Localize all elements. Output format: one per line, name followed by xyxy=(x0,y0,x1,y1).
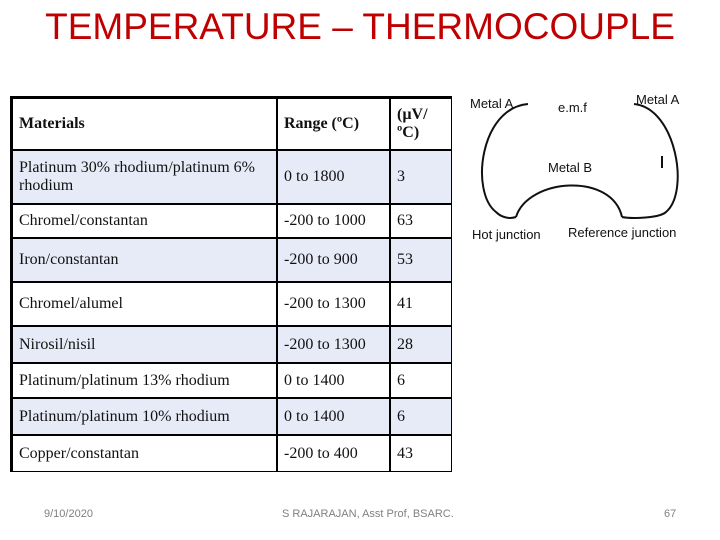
table-row: Platinum/platinum 10% rhodium 0 to 1400 … xyxy=(13,399,451,436)
cell-range: -200 to 400 xyxy=(278,436,391,471)
cell-material: Nirosil/nisil xyxy=(13,327,278,364)
table-row: Nirosil/nisil -200 to 1300 28 xyxy=(13,327,451,364)
cell-sensitivity: 43 xyxy=(397,444,413,462)
cell-sensitivity: 41 xyxy=(391,283,451,327)
metal-b-wire xyxy=(515,184,623,218)
cell-range: -200 to 1000 xyxy=(278,205,391,239)
label-metal-b: Metal B xyxy=(548,160,592,175)
header-range: Range (ºC) xyxy=(278,99,391,151)
table-row: Platinum 30% rhodium/platinum 6% rhodium… xyxy=(13,151,451,205)
table-row: Copper/constantan -200 to 400 43 xyxy=(13,436,451,471)
table-row: Platinum/platinum 13% rhodium 0 to 1400 … xyxy=(13,364,451,399)
footer-author: S RAJARAJAN, Asst Prof, BSARC. xyxy=(282,508,454,520)
cell-material: Copper/constantan xyxy=(13,436,278,471)
label-reference-junction: Reference junction xyxy=(568,225,676,240)
cell-range: 0 to 1800 xyxy=(278,151,391,205)
cell-sensitivity: 53 xyxy=(391,239,451,283)
table-row: Chromel/constantan -200 to 1000 63 xyxy=(13,205,451,239)
table-row: Iron/constantan -200 to 900 53 xyxy=(13,239,451,283)
cell-sensitivity: 63 xyxy=(391,205,451,239)
slide-title: TEMPERATURE – THERMOCOUPLE xyxy=(45,6,675,47)
cell-material: Chromel/constantan xyxy=(13,205,278,239)
cell-sensitivity: 6 xyxy=(391,364,451,399)
metal-a-wire-left xyxy=(481,103,529,219)
label-emf: e.m.f xyxy=(558,100,587,115)
cell-sensitivity: 6 xyxy=(391,399,451,436)
cell-material: Platinum/platinum 13% rhodium xyxy=(13,364,278,399)
cell-material: Iron/constantan xyxy=(13,239,278,283)
cell-material: Platinum 30% rhodium/platinum 6% rhodium xyxy=(13,151,278,205)
table-header-row: Materials Range (ºC) (µV/ºC) xyxy=(13,99,451,151)
cell-sensitivity: 3 xyxy=(391,151,451,205)
label-hot-junction: Hot junction xyxy=(472,227,541,242)
thermocouple-materials-table: Materials Range (ºC) (µV/ºC) Platinum 30… xyxy=(13,99,451,471)
table-row: Chromel/alumel -200 to 1300 41 xyxy=(13,283,451,327)
cell-material: Platinum/platinum 10% rhodium xyxy=(13,399,278,436)
cell-range: -200 to 1300 xyxy=(278,283,391,327)
cell-range: -200 to 1300 xyxy=(278,327,391,364)
metal-a-wire-right xyxy=(621,103,679,219)
thermocouple-table-frame: Materials Range (ºC) (µV/ºC) Platinum 30… xyxy=(10,96,452,472)
footer-date: 9/10/2020 xyxy=(44,508,93,520)
header-materials: Materials xyxy=(13,99,278,151)
cell-sensitivity: 28 xyxy=(391,327,451,364)
footer-page-number: 67 xyxy=(664,508,677,520)
cell-range: 0 to 1400 xyxy=(278,399,391,436)
cell-range: -200 to 900 xyxy=(278,239,391,283)
cell-range: 0 to 1400 xyxy=(278,364,391,399)
label-metal-a-right: Metal A xyxy=(636,92,680,107)
header-sensitivity: (µV/ºC) xyxy=(391,99,451,151)
thermocouple-circuit-diagram: Metal A e.m.f Metal A Metal B Hot juncti… xyxy=(470,92,680,242)
cell-material: Chromel/alumel xyxy=(13,283,278,327)
label-metal-a-left: Metal A xyxy=(470,96,514,111)
